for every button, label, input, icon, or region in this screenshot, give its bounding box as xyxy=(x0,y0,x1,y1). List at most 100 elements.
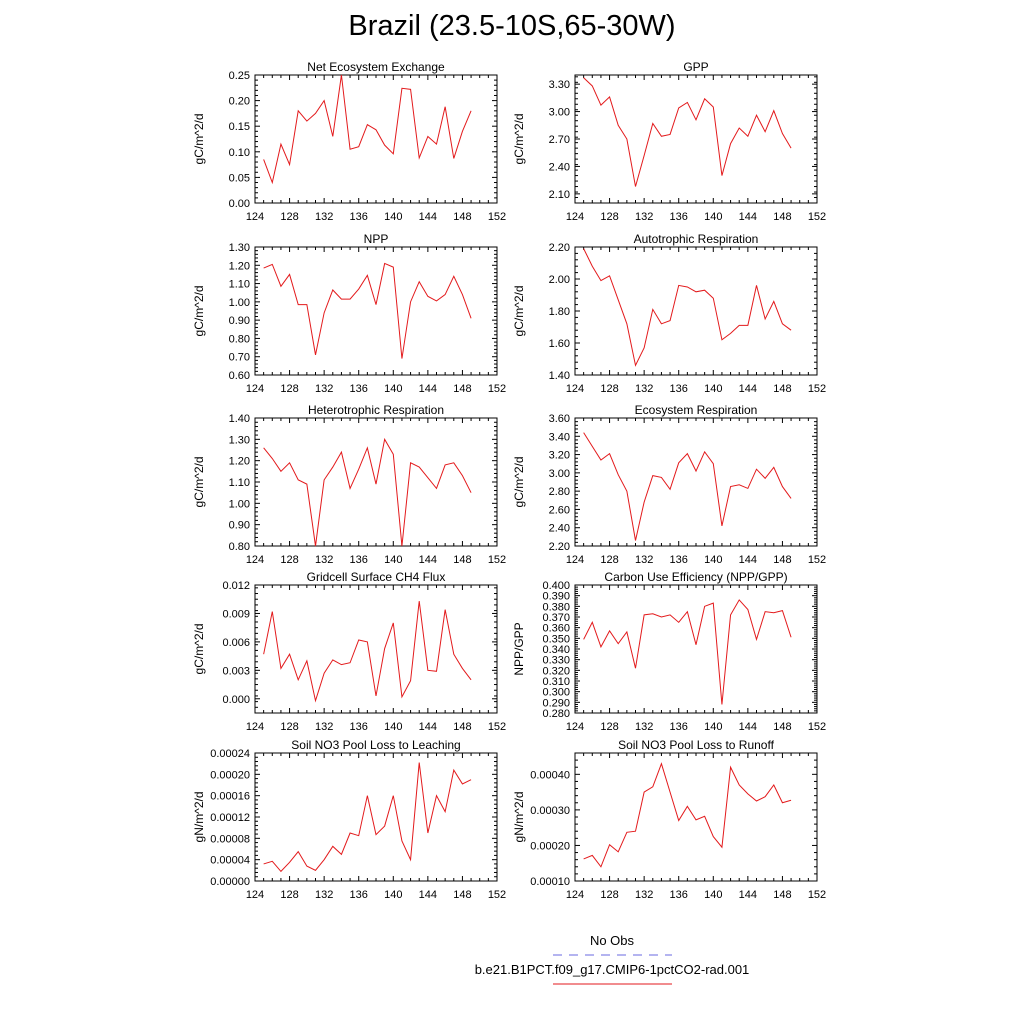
chart-ecosystem-respiration-xtick-label: 152 xyxy=(808,554,826,566)
chart-ecosystem-respiration-ytick-label: 3.60 xyxy=(549,413,570,425)
chart-heterotrophic-respiration-ytick-label: 1.30 xyxy=(229,434,250,446)
chart-carbon-use-efficiency-npp-gpp-series-line xyxy=(583,599,792,705)
chart-carbon-use-efficiency-npp-gpp-ytick-label: 0.390 xyxy=(542,591,570,603)
chart-npp-title: NPP xyxy=(364,232,389,246)
chart-gpp-xtick-label: 128 xyxy=(600,211,618,223)
chart-soil-no3-pool-loss-to-runoff-xtick-label: 144 xyxy=(739,889,757,901)
chart-heterotrophic-respiration-xtick-label: 132 xyxy=(315,554,333,566)
chart-ecosystem-respiration-xtick-label: 136 xyxy=(670,554,688,566)
chart-ecosystem-respiration-ytick-label: 2.20 xyxy=(549,541,570,553)
chart-gridcell-surface-ch4-flux-xtick-label: 128 xyxy=(280,721,298,733)
chart-carbon-use-efficiency-npp-gpp-xtick-label: 152 xyxy=(808,721,826,733)
chart-ecosystem-respiration-ylabel: gC/m^2/d xyxy=(512,457,526,508)
chart-ecosystem-respiration-ytick-label: 2.40 xyxy=(549,523,570,535)
chart-heterotrophic-respiration-ytick-label: 1.00 xyxy=(229,498,250,510)
chart-carbon-use-efficiency-npp-gpp-ytick-label: 0.380 xyxy=(542,601,570,613)
chart-soil-no3-pool-loss-to-runoff-frame xyxy=(574,752,818,882)
chart-gpp-ytick-label: 3.30 xyxy=(549,79,570,91)
chart-carbon-use-efficiency-npp-gpp-xtick-label: 124 xyxy=(566,721,584,733)
chart-net-ecosystem-exchange-xtick-label: 132 xyxy=(315,211,333,223)
chart-npp-xtick-label: 136 xyxy=(350,383,368,395)
chart-autotrophic-respiration-ytick-label: 2.20 xyxy=(549,242,570,254)
chart-gpp-xtick-label: 124 xyxy=(566,211,584,223)
chart-ecosystem-respiration-ytick-label: 2.60 xyxy=(549,504,570,516)
chart-gridcell-surface-ch4-flux-series-line xyxy=(263,601,472,703)
chart-soil-no3-pool-loss-to-leaching-ytick-label: 0.00012 xyxy=(210,812,250,824)
chart-npp-ytick-label: 0.90 xyxy=(229,315,250,327)
chart-carbon-use-efficiency-npp-gpp-title: Carbon Use Efficiency (NPP/GPP) xyxy=(604,570,787,584)
chart-gpp-xtick-label: 148 xyxy=(773,211,791,223)
chart-carbon-use-efficiency-npp-gpp-ytick-label: 0.290 xyxy=(542,697,570,709)
chart-autotrophic-respiration-ytick-label: 1.60 xyxy=(549,338,570,350)
chart-npp-xtick-label: 152 xyxy=(488,383,506,395)
chart-heterotrophic-respiration-ytick-label: 1.40 xyxy=(229,413,250,425)
chart-gpp-xtick-label: 144 xyxy=(739,211,757,223)
chart-gpp-xtick-label: 132 xyxy=(635,211,653,223)
chart-gpp-xtick-label: 140 xyxy=(704,211,722,223)
chart-gridcell-surface-ch4-flux-xtick-label: 144 xyxy=(419,721,437,733)
chart-gridcell-surface-ch4-flux-xtick-label: 140 xyxy=(384,721,402,733)
chart-soil-no3-pool-loss-to-leaching-ytick-label: 0.00016 xyxy=(210,791,250,803)
chart-npp-xtick-label: 140 xyxy=(384,383,402,395)
chart-soil-no3-pool-loss-to-leaching-ytick-label: 0.00008 xyxy=(210,833,250,845)
chart-gpp-title: GPP xyxy=(683,60,708,74)
chart-gridcell-surface-ch4-flux-xtick-label: 148 xyxy=(453,721,471,733)
chart-carbon-use-efficiency-npp-gpp-ytick-label: 0.320 xyxy=(542,665,570,677)
chart-soil-no3-pool-loss-to-runoff-series-line xyxy=(583,762,792,868)
chart-soil-no3-pool-loss-to-leaching-xtick-label: 128 xyxy=(280,889,298,901)
chart-soil-no3-pool-loss-to-leaching: Soil NO3 Pool Loss to Leaching gN/m^2/d 12… xyxy=(192,738,506,901)
chart-soil-no3-pool-loss-to-runoff-ytick-label: 0.00010 xyxy=(530,876,570,888)
chart-soil-no3-pool-loss-to-runoff-ytick-label: 0.00020 xyxy=(530,840,570,852)
chart-gpp-ylabel: gC/m^2/d xyxy=(512,114,526,165)
chart-net-ecosystem-exchange-xtick-label: 124 xyxy=(246,211,264,223)
chart-carbon-use-efficiency-npp-gpp-xtick-label: 136 xyxy=(670,721,688,733)
chart-npp-ytick-label: 1.30 xyxy=(229,242,250,254)
chart-autotrophic-respiration-xtick-label: 152 xyxy=(808,383,826,395)
chart-gridcell-surface-ch4-flux-xtick-label: 136 xyxy=(350,721,368,733)
chart-heterotrophic-respiration-xtick-label: 128 xyxy=(280,554,298,566)
chart-soil-no3-pool-loss-to-leaching-ytick-label: 0.00020 xyxy=(210,769,250,781)
chart-net-ecosystem-exchange-frame xyxy=(254,74,498,204)
chart-carbon-use-efficiency-npp-gpp-ytick-label: 0.400 xyxy=(542,580,570,592)
chart-soil-no3-pool-loss-to-runoff-title: Soil NO3 Pool Loss to Runoff xyxy=(618,738,775,752)
chart-net-ecosystem-exchange-ytick-label: 0.05 xyxy=(229,172,250,184)
chart-npp-ytick-label: 1.20 xyxy=(229,260,250,272)
chart-soil-no3-pool-loss-to-runoff-xtick-label: 152 xyxy=(808,889,826,901)
chart-carbon-use-efficiency-npp-gpp-ytick-label: 0.280 xyxy=(542,708,570,720)
chart-heterotrophic-respiration: Heterotrophic Respiration gC/m^2/d 124 128 1… xyxy=(192,403,506,566)
chart-autotrophic-respiration-ytick-label: 1.40 xyxy=(549,370,570,382)
chart-autotrophic-respiration-xtick-label: 148 xyxy=(773,383,791,395)
chart-soil-no3-pool-loss-to-runoff-xtick-label: 136 xyxy=(670,889,688,901)
chart-carbon-use-efficiency-npp-gpp-ytick-label: 0.360 xyxy=(542,623,570,635)
chart-heterotrophic-respiration-ylabel: gC/m^2/d xyxy=(192,457,206,508)
chart-gridcell-surface-ch4-flux-ytick-label: 0.006 xyxy=(222,637,250,649)
chart-ecosystem-respiration-ytick-label: 3.20 xyxy=(549,450,570,462)
chart-ecosystem-respiration-ytick-label: 3.00 xyxy=(549,468,570,480)
chart-npp-xtick-label: 124 xyxy=(246,383,264,395)
chart-net-ecosystem-exchange-ytick-label: 0.00 xyxy=(229,198,250,210)
chart-carbon-use-efficiency-npp-gpp-ytick-label: 0.300 xyxy=(542,687,570,699)
chart-npp-series-line xyxy=(263,262,472,359)
chart-soil-no3-pool-loss-to-leaching-title: Soil NO3 Pool Loss to Leaching xyxy=(291,738,460,752)
chart-soil-no3-pool-loss-to-leaching-xtick-label: 140 xyxy=(384,889,402,901)
chart-soil-no3-pool-loss-to-runoff-xtick-label: 148 xyxy=(773,889,791,901)
chart-net-ecosystem-exchange-ytick-label: 0.15 xyxy=(229,121,250,133)
chart-ecosystem-respiration-ytick-label: 3.40 xyxy=(549,431,570,443)
chart-ecosystem-respiration-xtick-label: 124 xyxy=(566,554,584,566)
chart-ecosystem-respiration-xtick-label: 132 xyxy=(635,554,653,566)
chart-net-ecosystem-exchange-xtick-label: 128 xyxy=(280,211,298,223)
chart-soil-no3-pool-loss-to-leaching-series-line xyxy=(263,762,472,873)
chart-ecosystem-respiration-title: Ecosystem Respiration xyxy=(635,403,758,417)
chart-heterotrophic-respiration-xtick-label: 148 xyxy=(453,554,471,566)
chart-carbon-use-efficiency-npp-gpp-ytick-label: 0.310 xyxy=(542,676,570,688)
chart-net-ecosystem-exchange-xtick-label: 148 xyxy=(453,211,471,223)
chart-autotrophic-respiration: Autotrophic Respiration gC/m^2/d 124 128 132… xyxy=(512,232,826,395)
chart-net-ecosystem-exchange-ytick-label: 0.25 xyxy=(229,70,250,82)
chart-gridcell-surface-ch4-flux-ylabel: gC/m^2/d xyxy=(192,624,206,675)
chart-npp-ytick-label: 0.80 xyxy=(229,333,250,345)
chart-soil-no3-pool-loss-to-leaching-xtick-label: 124 xyxy=(246,889,264,901)
chart-gpp-ytick-label: 2.40 xyxy=(549,161,570,173)
chart-gridcell-surface-ch4-flux: Gridcell Surface CH4 Flux gC/m^2/d 124 128 1… xyxy=(192,570,506,733)
chart-carbon-use-efficiency-npp-gpp-xtick-label: 132 xyxy=(635,721,653,733)
chart-carbon-use-efficiency-npp-gpp-ytick-label: 0.340 xyxy=(542,644,570,656)
